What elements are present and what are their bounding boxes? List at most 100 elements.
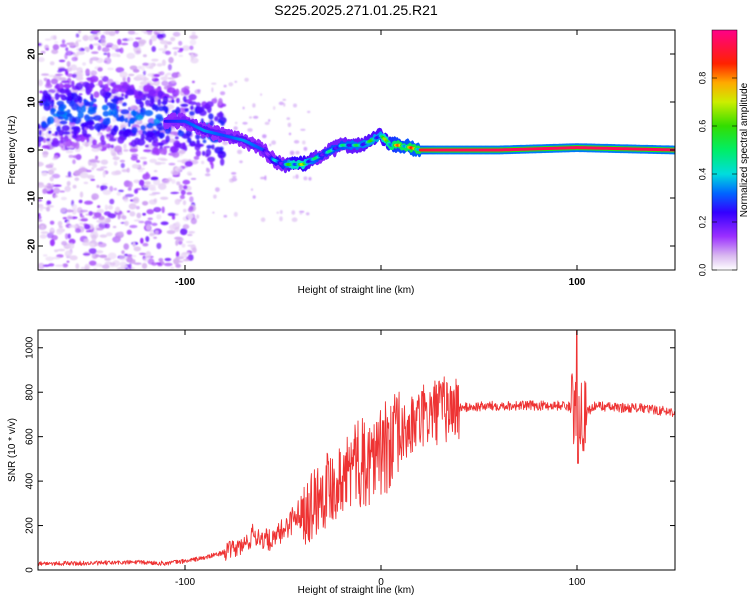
band-blob bbox=[201, 150, 206, 156]
y-tick-label: 0 bbox=[25, 567, 36, 573]
band-blob bbox=[42, 121, 47, 127]
noise-blob bbox=[127, 181, 133, 189]
band-blob bbox=[183, 88, 190, 96]
band-blob bbox=[47, 95, 52, 102]
noise-blob bbox=[67, 233, 71, 239]
noise-blob bbox=[75, 228, 81, 233]
noise-blob bbox=[282, 98, 287, 101]
noise-blob bbox=[260, 93, 263, 96]
noise-blob bbox=[48, 89, 56, 94]
noise-blob bbox=[211, 87, 214, 93]
noise-blob bbox=[91, 51, 99, 54]
noise-blob bbox=[45, 164, 54, 169]
noise-blob bbox=[136, 50, 141, 54]
band-blob bbox=[94, 123, 103, 131]
noise-blob bbox=[160, 221, 169, 226]
noise-blob bbox=[129, 224, 138, 229]
noise-blob bbox=[173, 51, 177, 56]
noise-blob bbox=[79, 222, 84, 226]
noise-blob bbox=[57, 248, 66, 252]
noise-blob bbox=[78, 199, 83, 204]
noise-blob bbox=[247, 128, 253, 132]
noise-blob bbox=[204, 173, 211, 177]
band-blob bbox=[195, 143, 202, 148]
band-blob bbox=[182, 95, 187, 103]
noise-blob bbox=[276, 211, 280, 214]
band-blob bbox=[63, 141, 72, 147]
band-blob bbox=[195, 134, 201, 140]
band-blob bbox=[156, 130, 161, 136]
band-blob bbox=[164, 127, 172, 135]
band-blob bbox=[148, 139, 152, 143]
noise-blob bbox=[189, 196, 194, 203]
noise-blob bbox=[178, 54, 184, 58]
band-blob bbox=[114, 145, 122, 153]
y-tick-label: 10 bbox=[27, 96, 38, 108]
noise-blob bbox=[286, 117, 291, 120]
noise-blob bbox=[38, 215, 42, 220]
noise-blob bbox=[116, 54, 121, 58]
noise-blob bbox=[126, 229, 132, 235]
noise-blob bbox=[132, 41, 139, 48]
band-blob bbox=[210, 162, 214, 169]
band-blob bbox=[189, 142, 196, 147]
noise-blob bbox=[116, 235, 121, 240]
noise-blob bbox=[65, 50, 74, 56]
noise-blob bbox=[84, 224, 91, 230]
noise-blob bbox=[59, 190, 65, 193]
noise-blob bbox=[132, 68, 140, 73]
noise-blob bbox=[44, 38, 52, 41]
noise-blob bbox=[178, 184, 184, 190]
noise-blob bbox=[188, 173, 193, 176]
band-blob bbox=[38, 123, 41, 130]
noise-blob bbox=[155, 262, 162, 265]
noise-blob bbox=[123, 198, 129, 203]
noise-blob bbox=[239, 160, 243, 164]
noise-blob bbox=[170, 79, 176, 84]
noise-blob bbox=[45, 256, 54, 262]
noise-blob bbox=[142, 242, 149, 247]
noise-blob bbox=[103, 211, 111, 216]
noise-blob bbox=[180, 189, 186, 196]
noise-blob bbox=[183, 208, 187, 213]
noise-blob bbox=[39, 234, 47, 239]
band-blob bbox=[143, 84, 151, 93]
noise-blob bbox=[158, 48, 167, 51]
noise-blob bbox=[66, 214, 73, 221]
noise-blob bbox=[72, 155, 80, 159]
band-blob bbox=[62, 131, 71, 135]
x-tick-label: 100 bbox=[569, 577, 586, 588]
noise-blob bbox=[112, 156, 120, 161]
noise-blob bbox=[123, 114, 128, 119]
noise-blob bbox=[165, 50, 171, 56]
noise-blob bbox=[101, 76, 109, 82]
noise-blob bbox=[62, 263, 69, 268]
noise-blob bbox=[78, 93, 83, 96]
noise-blob bbox=[49, 176, 54, 182]
noise-blob bbox=[158, 37, 164, 41]
noise-blob bbox=[54, 249, 59, 253]
noise-blob bbox=[99, 234, 108, 238]
noise-blob bbox=[126, 52, 136, 60]
noise-blob bbox=[116, 266, 126, 270]
noise-blob bbox=[119, 152, 123, 155]
noise-blob bbox=[154, 207, 161, 211]
noise-blob bbox=[46, 206, 50, 212]
noise-blob bbox=[145, 236, 150, 242]
band-blob bbox=[61, 80, 70, 84]
noise-blob bbox=[64, 250, 72, 258]
noise-blob bbox=[78, 30, 82, 34]
band-blob bbox=[113, 113, 119, 119]
noise-blob bbox=[141, 262, 148, 269]
noise-blob bbox=[171, 215, 176, 220]
noise-blob bbox=[49, 61, 55, 66]
noise-blob bbox=[99, 264, 103, 267]
noise-blob bbox=[75, 263, 80, 269]
noise-blob bbox=[156, 30, 165, 34]
y-tick-label: 0 bbox=[27, 147, 38, 153]
noise-blob bbox=[54, 124, 62, 127]
noise-blob bbox=[91, 30, 101, 33]
noise-blob bbox=[106, 126, 111, 133]
band-blob bbox=[195, 150, 201, 157]
